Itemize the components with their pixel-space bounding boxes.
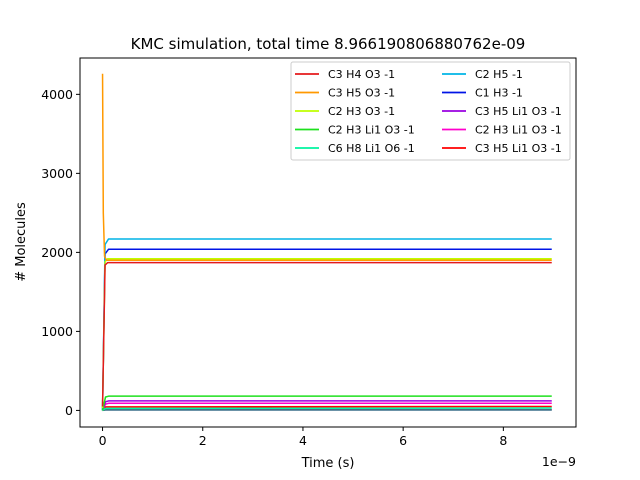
y-axis-ticks: 0 1000 2000 3000 4000 <box>41 87 80 418</box>
plot-frame <box>79 57 577 428</box>
legend-entry: C2 H3 Li1 O3 -1 <box>328 124 415 137</box>
x-axis-offset-label: 1e−9 <box>542 454 576 469</box>
series-line <box>102 407 552 412</box>
y-tick-label: 1000 <box>41 324 73 339</box>
y-tick-label: 2000 <box>41 245 73 260</box>
x-tick-label: 8 <box>499 433 507 448</box>
x-axis-ticks: 0 2 4 6 8 <box>99 427 507 448</box>
legend-entry: C1 H3 -1 <box>475 87 523 100</box>
x-tick-label: 6 <box>399 433 407 448</box>
y-tick-label: 4000 <box>41 87 73 102</box>
legend-entry: C2 H3 Li1 O3 -1 <box>475 124 562 137</box>
plot-lines <box>101 73 552 412</box>
legend-entry: C6 H8 Li1 O6 -1 <box>328 142 415 155</box>
y-axis-label: # Molecules <box>14 202 29 282</box>
legend-entry: C3 H5 Li1 O3 -1 <box>475 142 562 155</box>
series-line <box>101 73 552 262</box>
y-tick-label: 3000 <box>41 166 73 181</box>
x-tick-label: 0 <box>99 433 107 448</box>
legend-entry: C2 H5 -1 <box>475 68 523 81</box>
x-tick-label: 2 <box>199 433 207 448</box>
legend-entry: C3 H5 O3 -1 <box>328 87 395 100</box>
legend-entry: C3 H4 O3 -1 <box>328 68 395 81</box>
series-line <box>101 261 552 407</box>
legend-entry: C2 H3 O3 -1 <box>328 105 395 118</box>
legend-entry: C3 H5 Li1 O3 -1 <box>475 105 562 118</box>
x-tick-label: 4 <box>299 433 307 448</box>
legend: C3 H4 O3 -1 C3 H5 O3 -1 C2 H3 O3 -1 C2 H3 L… <box>290 61 571 161</box>
chart-title: KMC simulation, total time 8.96619080688… <box>131 35 526 53</box>
y-tick-label: 0 <box>65 403 73 418</box>
series-line <box>101 395 552 411</box>
legend-box <box>290 61 571 161</box>
x-axis-label: Time (s) <box>301 456 355 471</box>
